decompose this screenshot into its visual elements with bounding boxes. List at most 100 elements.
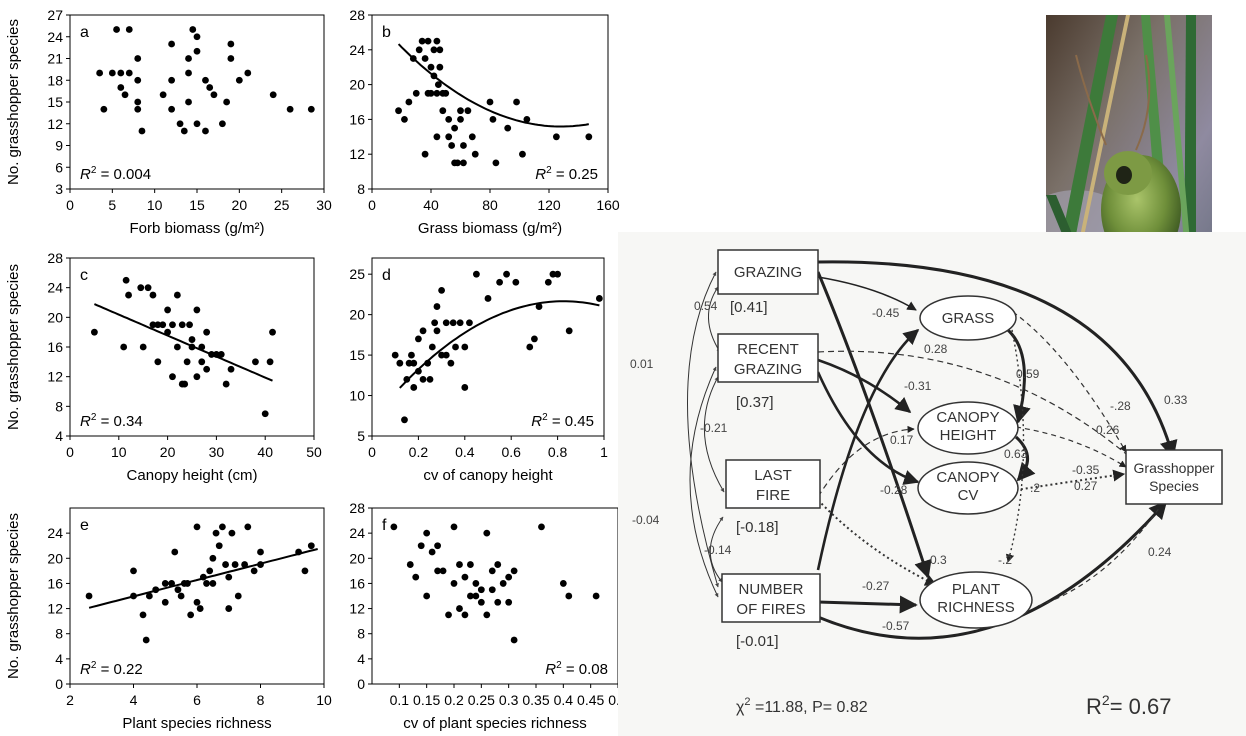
coef-label: -0.35 <box>1072 463 1100 477</box>
data-point <box>130 567 137 575</box>
data-point <box>391 351 399 359</box>
node-number-of-fires: NUMBER OF FIRES [-0.01] <box>721 573 821 650</box>
data-point <box>244 523 252 531</box>
svg-text:PLANT: PLANT <box>952 581 1000 598</box>
data-point <box>467 592 474 600</box>
svg-text:NUMBER: NUMBER <box>738 581 803 598</box>
x-tick-label: 0.25 <box>468 692 495 708</box>
data-point <box>169 321 176 329</box>
data-point <box>159 321 167 329</box>
x-tick-label: 0 <box>368 197 376 213</box>
data-point <box>227 55 235 62</box>
coef-label: -0.28 <box>880 483 908 497</box>
data-point <box>223 98 231 106</box>
x-tick-label: 5 <box>108 197 116 213</box>
data-point <box>184 580 191 587</box>
data-point <box>198 358 206 366</box>
data-point <box>125 26 133 33</box>
data-point <box>206 84 214 91</box>
y-tick-label: 28 <box>349 7 365 23</box>
data-point <box>457 116 464 123</box>
data-point <box>269 91 277 99</box>
y-tick-label: 21 <box>47 51 63 67</box>
data-point <box>433 303 441 310</box>
x-tick-label: 0.35 <box>522 692 549 708</box>
x-tick-label: 20 <box>160 444 176 460</box>
data-point <box>419 375 427 383</box>
data-point <box>225 573 233 581</box>
data-point <box>403 375 411 383</box>
x-axis-label: cv of canopy height <box>423 467 553 484</box>
y-tick-label: 24 <box>349 42 365 58</box>
data-point <box>424 359 432 367</box>
data-point <box>185 55 192 62</box>
svg-text:[-0.18]: [-0.18] <box>736 519 779 536</box>
y-tick-label: 16 <box>47 575 63 591</box>
data-point <box>208 351 215 358</box>
data-point <box>471 150 479 158</box>
data-point <box>436 46 444 54</box>
data-point <box>454 159 461 167</box>
data-point <box>301 567 309 575</box>
data-point <box>235 76 243 84</box>
data-point <box>168 580 176 587</box>
data-point <box>415 367 422 375</box>
x-tick-label: 10 <box>111 444 127 460</box>
svg-text:CANOPY: CANOPY <box>936 469 999 486</box>
data-point <box>241 561 249 568</box>
data-point <box>138 127 146 135</box>
y-tick-label: 16 <box>47 339 63 355</box>
data-point <box>142 636 150 644</box>
data-point <box>173 343 181 351</box>
y-tick-label: 4 <box>55 428 63 444</box>
data-point <box>565 327 573 335</box>
data-point <box>134 55 142 62</box>
svg-text:CV: CV <box>958 487 979 504</box>
panel-letter: c <box>80 267 88 284</box>
node-last-fire: LAST FIRE [-0.18] <box>725 459 821 536</box>
x-tick-label: 15 <box>189 197 205 213</box>
data-point <box>505 598 513 606</box>
data-point <box>234 592 242 600</box>
svg-text:CANOPY: CANOPY <box>936 409 999 426</box>
svg-text:Grasshopper: Grasshopper <box>1134 460 1215 476</box>
x-tick-label: 0.6 <box>501 444 521 460</box>
data-point <box>592 592 600 600</box>
data-point <box>483 529 491 537</box>
svg-text:RICHNESS: RICHNESS <box>937 599 1015 616</box>
x-tick-label: 30 <box>316 197 332 213</box>
fit-line <box>94 303 273 382</box>
x-tick-label: 80 <box>482 197 498 213</box>
data-point <box>209 554 217 562</box>
r-squared-annotation: R2 = 0.25 <box>535 165 598 183</box>
plot-frame <box>371 507 619 685</box>
y-tick-label: 25 <box>349 266 365 282</box>
data-point <box>196 605 204 612</box>
data-point <box>257 561 264 568</box>
data-point <box>421 55 429 62</box>
data-point <box>531 335 538 343</box>
data-point <box>523 116 531 123</box>
data-point <box>198 343 206 351</box>
data-point <box>401 116 408 123</box>
x-tick-label: 0.4 <box>554 692 574 708</box>
y-tick-label: 8 <box>357 181 365 197</box>
data-point <box>219 120 226 128</box>
data-point <box>390 523 398 531</box>
data-point <box>473 270 480 278</box>
data-point <box>227 40 235 48</box>
x-axis-label: Forb biomass (g/m²) <box>129 220 264 237</box>
data-point <box>178 321 186 329</box>
data-point <box>307 542 315 550</box>
data-point <box>442 319 450 327</box>
data-point <box>450 580 458 587</box>
x-tick-label: 0.45 <box>577 692 604 708</box>
data-point <box>161 598 169 606</box>
coef-label: 0.63 <box>1004 447 1028 461</box>
data-point <box>183 358 191 366</box>
data-point <box>427 63 435 71</box>
y-tick-label: 9 <box>55 138 63 154</box>
coef-label: -0.21 <box>700 421 728 435</box>
coef-label: -0.31 <box>904 379 932 393</box>
